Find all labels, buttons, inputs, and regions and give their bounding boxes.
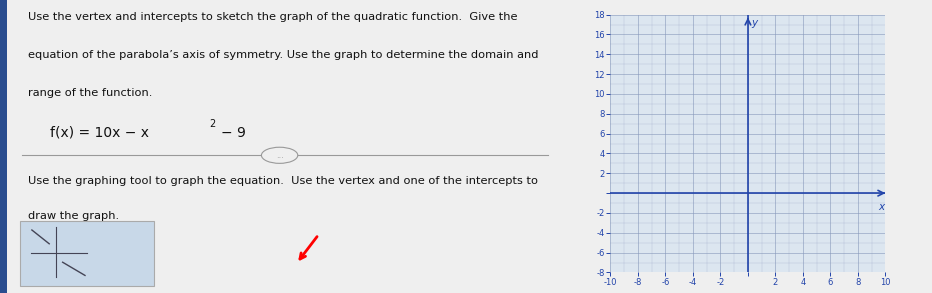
Text: ...: ... <box>276 151 283 160</box>
Text: range of the function.: range of the function. <box>28 88 152 98</box>
Text: 2: 2 <box>210 119 216 129</box>
Text: f(x) = 10x − x: f(x) = 10x − x <box>50 126 149 140</box>
Text: y: y <box>751 18 758 28</box>
Text: equation of the parabola’s axis of symmetry. Use the graph to determine the doma: equation of the parabola’s axis of symme… <box>28 50 539 60</box>
Text: x: x <box>878 202 884 212</box>
FancyBboxPatch shape <box>20 221 154 286</box>
Text: Click to
enlarge
graph: Click to enlarge graph <box>101 230 141 268</box>
Ellipse shape <box>261 147 297 163</box>
Text: − 9: − 9 <box>221 126 246 140</box>
Text: draw the graph.: draw the graph. <box>28 211 119 221</box>
FancyBboxPatch shape <box>0 0 7 293</box>
Text: Use the graphing tool to graph the equation.  Use the vertex and one of the inte: Use the graphing tool to graph the equat… <box>28 176 538 186</box>
Text: Use the vertex and intercepts to sketch the graph of the quadratic function.  Gi: Use the vertex and intercepts to sketch … <box>28 12 517 22</box>
